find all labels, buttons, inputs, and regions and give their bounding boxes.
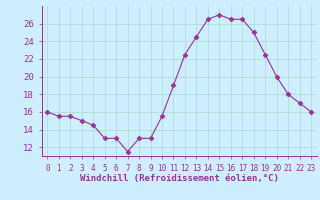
X-axis label: Windchill (Refroidissement éolien,°C): Windchill (Refroidissement éolien,°C)	[80, 174, 279, 183]
